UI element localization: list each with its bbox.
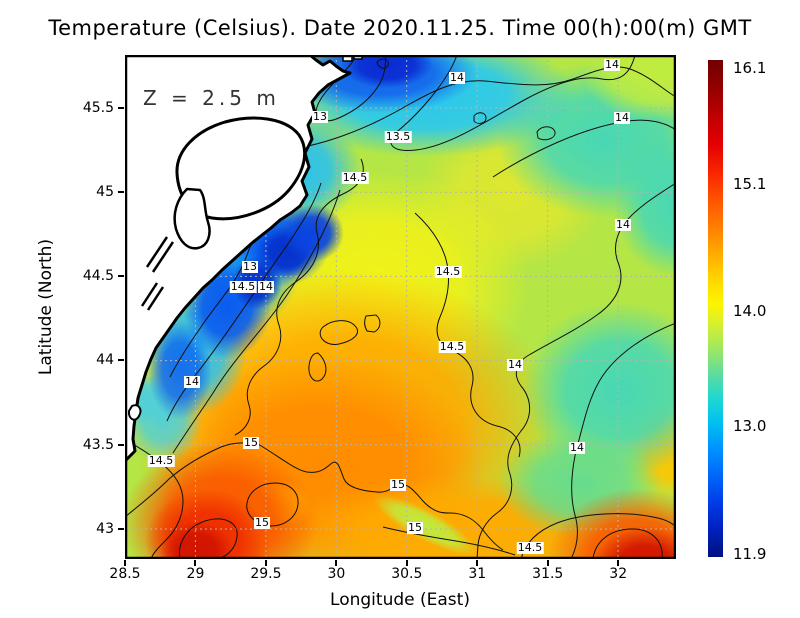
y-tick-label: 44	[96, 352, 114, 369]
colorbar-tick-label: 16.1	[733, 59, 767, 78]
plot-border	[125, 55, 676, 559]
x-tick-label: 32	[609, 566, 628, 582]
x-tick-label: 29	[186, 566, 205, 582]
x-tick	[546, 560, 549, 566]
y-tick	[118, 443, 124, 446]
x-tick	[617, 560, 620, 566]
y-tick	[118, 359, 124, 362]
contour-label: 15	[407, 521, 423, 534]
contour-label: 14.5	[516, 541, 544, 554]
x-tick	[476, 560, 479, 566]
y-tick	[118, 275, 124, 278]
x-tick-label: 31	[468, 566, 487, 582]
x-tick	[264, 560, 267, 566]
contour-label: 14	[615, 218, 631, 231]
y-tick	[118, 107, 124, 109]
contour-label: 14	[258, 280, 274, 293]
y-tick	[118, 527, 124, 530]
y-tick-label: 45.5	[82, 100, 114, 116]
contour-label: 15	[254, 516, 270, 529]
contour-label: 14.5	[434, 265, 462, 278]
contour-label: 14.5	[229, 280, 257, 293]
x-tick-label: 30	[327, 566, 346, 582]
y-tick-label: 43.5	[82, 436, 114, 453]
contour-label: 13	[312, 110, 328, 123]
grid-lines	[125, 55, 676, 559]
temperature-map	[125, 55, 676, 559]
land-coastline	[125, 55, 363, 463]
contour-label: 14	[604, 58, 620, 71]
contour-label: 14	[184, 375, 200, 388]
contour-label: 15	[390, 478, 406, 491]
x-tick	[194, 560, 197, 566]
x-tick-label: 31.5	[532, 566, 564, 582]
chart-title: Temperature (Celsius). Date 2020.11.25. …	[48, 16, 752, 40]
x-tick-label: 29.5	[250, 566, 282, 582]
colorbar-tick-label: 15.1	[733, 174, 767, 193]
y-tick	[118, 191, 124, 194]
colorbar	[708, 60, 723, 557]
y-tick-label: 45	[96, 184, 114, 201]
y-tick-label: 44.5	[82, 268, 114, 285]
colorbar-tick-label: 14.0	[733, 301, 767, 320]
contour-label: 14	[449, 71, 465, 84]
contour-label: 14.5	[147, 454, 175, 467]
y-axis-label: Latitude (North)	[36, 238, 56, 376]
contour-label: 14	[507, 358, 523, 371]
colorbar-tick-label: 13.0	[733, 417, 767, 436]
contour-label: 14	[569, 441, 585, 454]
colorbar-tick-label: 11.9	[733, 544, 767, 563]
depth-annotation: Z = 2.5 m	[143, 86, 280, 110]
contour-label: 14.5	[341, 171, 369, 184]
contour-label: 14	[614, 111, 630, 124]
contour-label: 13.5	[384, 130, 412, 143]
x-tick	[124, 560, 126, 566]
x-tick	[335, 560, 338, 566]
x-tick-label: 28.5	[109, 566, 141, 582]
x-tick-label: 30.5	[391, 566, 423, 582]
contour-label: 13	[242, 260, 258, 273]
x-axis-label: Longitude (East)	[330, 590, 470, 610]
contour-label: 15	[243, 436, 259, 449]
contour-label: 14.5	[438, 340, 466, 353]
y-tick-label: 43	[96, 520, 114, 537]
temperature-field	[125, 55, 676, 559]
x-tick	[405, 560, 408, 566]
